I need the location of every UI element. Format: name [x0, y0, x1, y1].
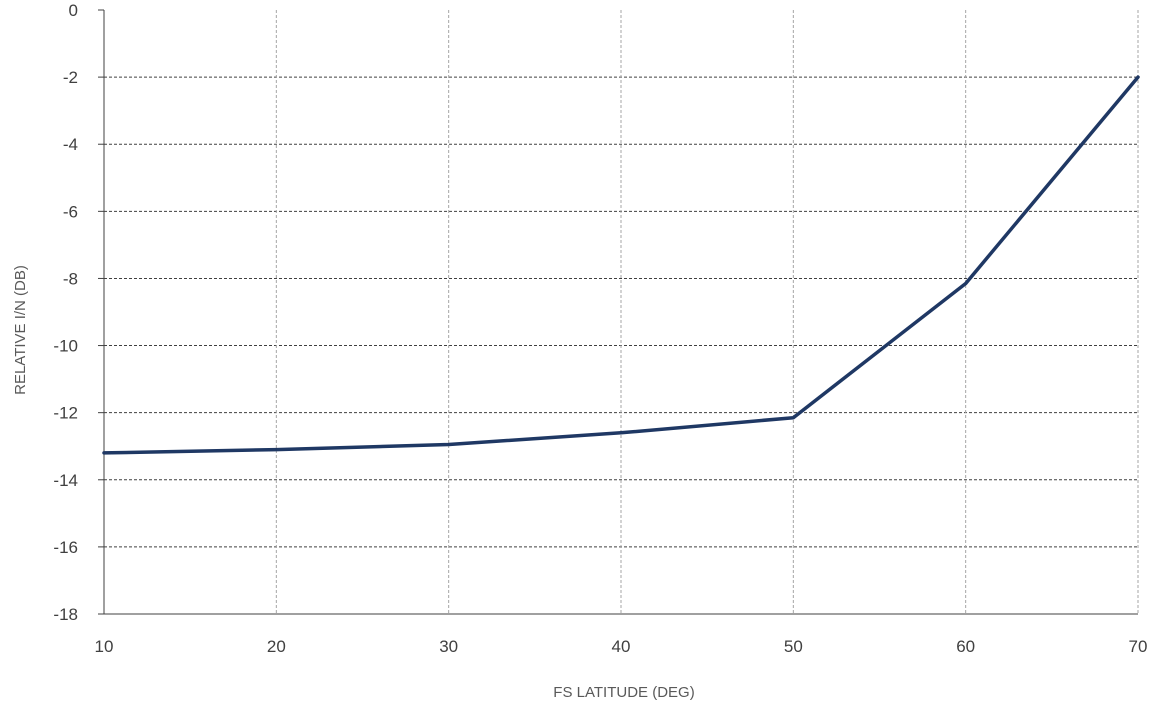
y-tick-label: -4: [63, 135, 78, 154]
x-tick-label: 70: [1129, 637, 1148, 656]
y-tick-label: -16: [53, 538, 78, 557]
x-axis-title: FS LATITUDE (DEG): [553, 684, 694, 701]
x-tick-label: 30: [439, 637, 458, 656]
x-tick-label: 20: [267, 637, 286, 656]
y-axis-title: RELATIVE I/N (DB): [12, 265, 29, 395]
x-tick-label: 50: [784, 637, 803, 656]
y-tick-label: -18: [53, 605, 78, 624]
x-tick-label: 10: [95, 637, 114, 656]
y-tick-label: -14: [53, 471, 78, 490]
y-tick-label: -2: [63, 68, 78, 87]
x-tick-label: 40: [612, 637, 631, 656]
series-layer: [102, 75, 1140, 455]
y-tick-label: -6: [63, 202, 78, 221]
y-tick-label: 0: [69, 1, 78, 20]
x-tick-label: 60: [956, 637, 975, 656]
y-tick-label: -12: [53, 404, 78, 423]
tick-labels: 0 -2 -4 -6 -8 -10 -12 -14 -16 -18 10 20 30 40 50 60 70: [53, 1, 1147, 656]
series-line: [102, 75, 1140, 455]
y-tick-label: -10: [53, 337, 78, 356]
axes: [98, 9, 1138, 615]
y-tick-label: -8: [63, 269, 78, 288]
grid-lines: [104, 10, 1139, 614]
